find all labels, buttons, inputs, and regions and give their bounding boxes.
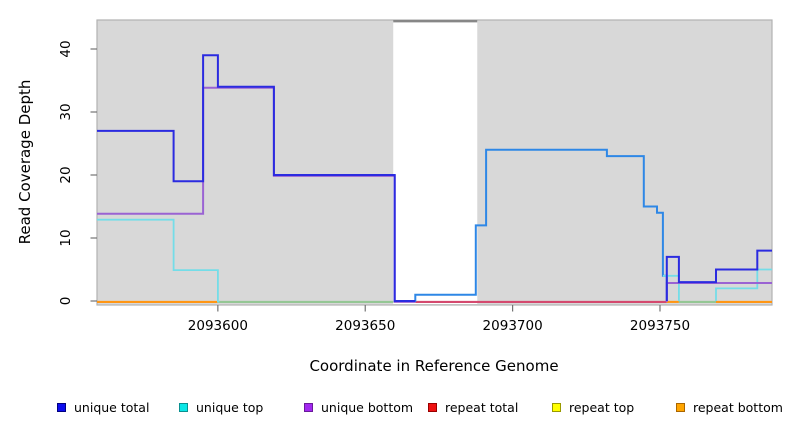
y-tick-label: 40	[58, 40, 74, 58]
series-unique-total-left	[97, 54, 416, 302]
series-unique-top-left	[97, 218, 220, 303]
series-unique-total-right	[665, 249, 772, 301]
x-tick-label: 2093600	[187, 318, 248, 334]
masked-region	[393, 21, 478, 304]
x-tick-label: 2093750	[629, 318, 691, 334]
x-tick-label: 2093650	[335, 318, 396, 334]
series-unique-top-right-b	[715, 268, 772, 301]
x-tick-label: 2093700	[482, 318, 543, 334]
y-tick-label: 0	[58, 296, 74, 306]
y-tick-label: 30	[58, 103, 74, 121]
y-tick-label: 20	[58, 166, 74, 184]
series-coverage-total-right	[394, 148, 668, 302]
y-tick-label: 10	[58, 229, 74, 247]
x-axis-title: Coordinate in Reference Genome	[309, 357, 559, 375]
y-axis-title: Read Coverage Depth	[16, 79, 34, 245]
